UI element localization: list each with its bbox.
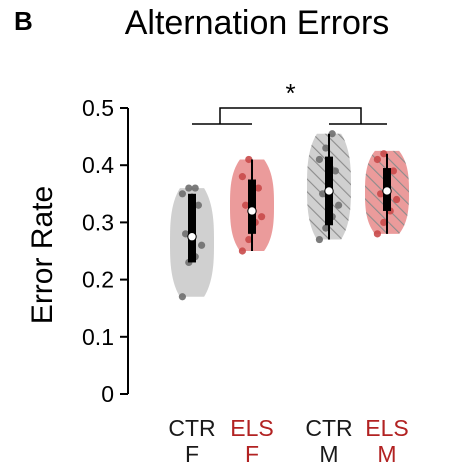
x-label-top-0: CTR [168, 415, 215, 441]
data-point-2-9 [328, 130, 336, 138]
median-dot-3 [382, 186, 392, 196]
data-point-2-7 [315, 155, 323, 164]
data-point-0-9 [191, 184, 199, 192]
data-point-1-1 [245, 235, 253, 244]
data-point-0-4 [182, 230, 190, 238]
y-tick-label-3: 0.3 [82, 209, 114, 235]
y-tick-label-0: 0 [101, 381, 114, 407]
y-tick-label-2: 0.2 [82, 267, 114, 293]
data-point-0-6 [194, 201, 202, 209]
data-point-2-8 [322, 144, 330, 152]
x-label-top-2: CTR [305, 415, 352, 441]
data-point-0-8 [185, 184, 193, 192]
data-point-1-7 [238, 173, 246, 181]
data-point-1-3 [258, 213, 266, 221]
data-point-3-6 [389, 167, 397, 175]
y-tick-label-5: 0.5 [82, 95, 114, 121]
x-label-bottom-3: M [377, 441, 396, 467]
data-point-2-4 [319, 190, 327, 198]
data-point-0-0 [178, 293, 186, 301]
x-label-bottom-0: F [185, 441, 199, 467]
x-label-top-3: ELS [365, 415, 408, 441]
data-point-1-4 [242, 201, 250, 209]
data-point-2-6 [331, 167, 339, 175]
sig-star: * [285, 78, 295, 108]
data-point-2-3 [335, 201, 343, 209]
y-tick-label-4: 0.4 [82, 152, 114, 178]
data-point-3-3 [393, 195, 401, 204]
data-point-1-0 [238, 247, 246, 255]
data-point-3-0 [373, 230, 381, 238]
data-point-3-8 [380, 150, 388, 158]
data-point-1-6 [254, 184, 262, 192]
data-point-0-3 [198, 241, 206, 249]
x-label-top-1: ELS [230, 415, 273, 441]
data-point-1-8 [245, 155, 253, 164]
median-dot-1 [247, 206, 257, 216]
data-point-0-7 [178, 190, 186, 198]
median-dot-0 [187, 232, 197, 242]
sig-bracket-top [219, 107, 362, 124]
y-tick-label-1: 0.1 [82, 324, 114, 350]
x-label-bottom-1: F [245, 441, 259, 467]
panel-letter: B [14, 6, 33, 36]
x-label-bottom-2: M [319, 441, 338, 467]
data-point-3-4 [377, 190, 385, 198]
data-point-3-7 [373, 155, 381, 164]
data-point-3-1 [380, 218, 388, 226]
data-point-2-0 [315, 235, 323, 244]
iqr-bar-0 [188, 193, 196, 263]
median-dot-2 [324, 186, 334, 196]
data-point-2-1 [322, 224, 330, 232]
chart-title: Alternation Errors [124, 4, 390, 42]
